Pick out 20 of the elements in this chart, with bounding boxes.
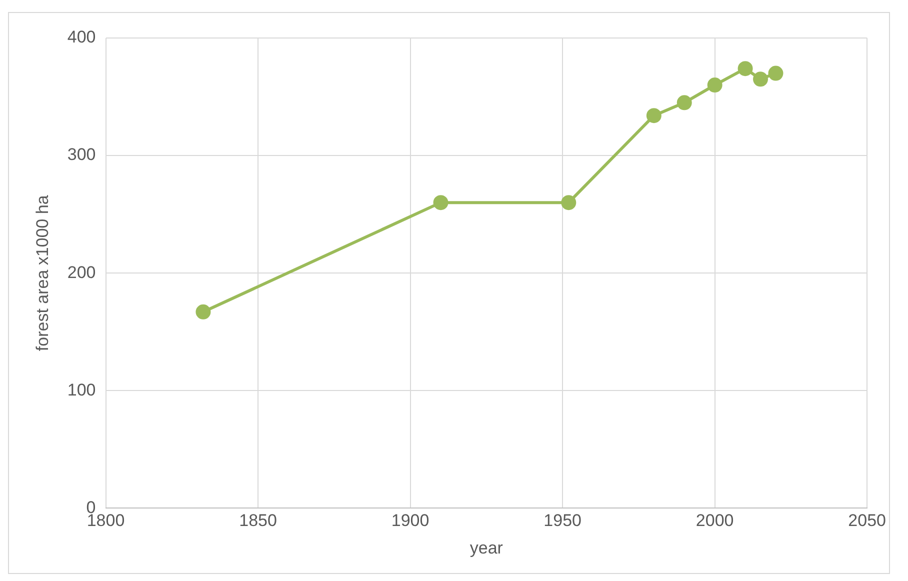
x-tick-label: 2000 (696, 511, 734, 530)
y-axis-title: forest area x1000 ha (32, 194, 52, 352)
point (738, 61, 753, 76)
x-tick-label: 1950 (544, 511, 582, 530)
point (561, 195, 576, 210)
y-tick-label: 300 (67, 145, 96, 164)
y-tick-label: 400 (67, 28, 96, 47)
point (196, 304, 211, 320)
x-axis-title: year (470, 538, 504, 558)
x-tick-label: 2050 (848, 511, 886, 530)
point (768, 66, 784, 81)
point (707, 78, 722, 93)
point (753, 72, 768, 87)
y-tick-label: 200 (67, 262, 96, 282)
x-tick-label: 1850 (239, 511, 277, 530)
x-tick-label: 1900 (391, 511, 430, 530)
point (646, 108, 662, 124)
point (676, 95, 692, 110)
point (433, 195, 448, 210)
y-tick-label: 100 (67, 380, 96, 400)
